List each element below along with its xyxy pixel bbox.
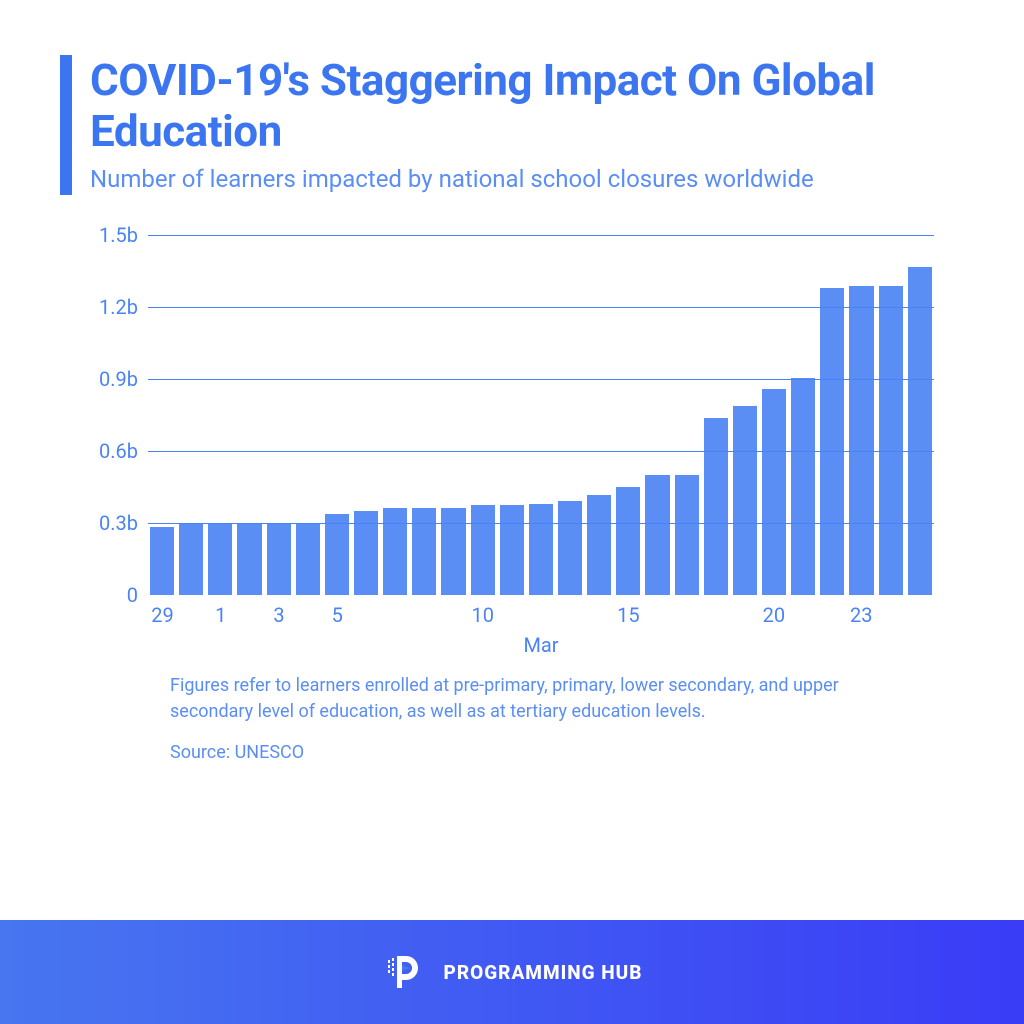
x-axis-month-label: Mar bbox=[523, 633, 558, 657]
bar bbox=[208, 523, 232, 595]
bar bbox=[500, 505, 524, 595]
bar bbox=[704, 418, 728, 596]
footnote-text: Figures refer to learners enrolled at pr… bbox=[170, 673, 904, 723]
chart-subtitle: Number of learners impacted by national … bbox=[90, 164, 964, 195]
plot-region: 00.3b0.6b0.9b1.2b1.5b bbox=[148, 235, 934, 595]
bar bbox=[616, 487, 640, 595]
x-axis-label: 15 bbox=[617, 603, 639, 627]
y-axis-label: 1.5b bbox=[99, 223, 138, 247]
bar-chart: 00.3b0.6b0.9b1.2b1.5b Mar 2913510152023 bbox=[80, 235, 934, 645]
gridline bbox=[148, 523, 934, 524]
bar bbox=[733, 406, 757, 596]
bar bbox=[791, 378, 815, 595]
x-axis-label: 1 bbox=[215, 603, 226, 627]
gridline bbox=[148, 235, 934, 236]
x-axis: Mar 2913510152023 bbox=[148, 595, 934, 645]
bar bbox=[471, 505, 495, 595]
footer-band: PROGRAMMING HUB bbox=[0, 920, 1024, 1024]
x-axis-label: 5 bbox=[332, 603, 343, 627]
header-block: COVID-19's Staggering Impact On Global E… bbox=[60, 55, 964, 195]
bar bbox=[849, 286, 873, 596]
y-axis-label: 0.3b bbox=[99, 511, 138, 535]
bar bbox=[675, 475, 699, 595]
y-axis-label: 0.9b bbox=[99, 367, 138, 391]
y-axis-label: 0 bbox=[127, 583, 138, 607]
bar bbox=[879, 286, 903, 596]
bar bbox=[325, 514, 349, 596]
programming-hub-logo-icon bbox=[382, 948, 430, 996]
y-axis-label: 0.6b bbox=[99, 439, 138, 463]
bar bbox=[645, 475, 669, 595]
bar bbox=[267, 523, 291, 595]
bar bbox=[908, 267, 932, 596]
bar bbox=[150, 527, 174, 595]
gridline bbox=[148, 451, 934, 452]
x-axis-label: 23 bbox=[850, 603, 872, 627]
x-axis-label: 29 bbox=[151, 603, 173, 627]
bar bbox=[558, 501, 582, 596]
bars-container bbox=[148, 235, 934, 595]
footnote-block: Figures refer to learners enrolled at pr… bbox=[170, 673, 904, 765]
bar bbox=[179, 523, 203, 595]
bar bbox=[412, 508, 436, 596]
bar bbox=[762, 389, 786, 595]
bar bbox=[296, 523, 320, 595]
bar bbox=[383, 508, 407, 596]
gridline bbox=[148, 307, 934, 308]
bar bbox=[529, 504, 553, 595]
brand-name: PROGRAMMING HUB bbox=[444, 961, 643, 984]
bar bbox=[441, 508, 465, 596]
gridline bbox=[148, 379, 934, 380]
y-axis-label: 1.2b bbox=[99, 295, 138, 319]
chart-title: COVID-19's Staggering Impact On Global E… bbox=[90, 55, 964, 156]
x-axis-label: 3 bbox=[273, 603, 284, 627]
bar bbox=[587, 495, 611, 596]
bar bbox=[237, 523, 261, 595]
header-accent-bar bbox=[60, 55, 72, 195]
bar bbox=[820, 288, 844, 595]
source-text: Source: UNESCO bbox=[170, 740, 904, 765]
x-axis-label: 20 bbox=[763, 603, 785, 627]
x-axis-label: 10 bbox=[472, 603, 494, 627]
